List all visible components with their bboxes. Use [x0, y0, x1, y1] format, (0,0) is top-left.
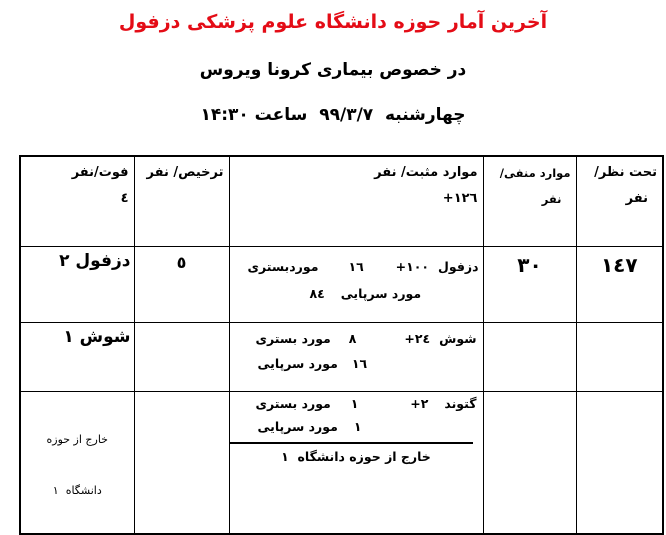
shush-outpatient-count: ١٦ — [351, 355, 368, 371]
shush-hospitalized-line: مورد بستری ٨ +٢٤ شوش — [230, 330, 482, 346]
row-dezful: ١٤٧ ٣٠ موردبستری ١٦ +١٠٠ دزفول ٨٤ مورد س… — [19, 245, 664, 323]
cell-deaths-dezful: دزفول ٢ — [19, 245, 135, 323]
gotvand-new-cases: +٢ گتوند — [410, 396, 476, 411]
header-discharged: ترخیص/ نفر — [133, 155, 230, 247]
cell-positive-dezful: موردبستری ١٦ +١٠٠ دزفول ٨٤ مورد سرپایی — [228, 245, 484, 323]
dezful-outpatient-count: ٨٤ — [309, 285, 325, 301]
row-shush: مورد بستری ٨ +٢٤ شوش مورد سرپایی ١٦ شوش … — [19, 321, 664, 392]
dezful-outpatient-label: مورد سرپایی — [340, 285, 422, 301]
header-positive-line1: موارد مثبت/ نفر — [374, 165, 478, 180]
cell-discharged-gotvand-empty — [133, 390, 230, 534]
deaths-total-count: ٤ — [120, 191, 129, 206]
header-negative-cases: موارد منفی/ نفر — [482, 155, 577, 247]
shush-new-cases-count: +٢٤ — [404, 330, 431, 346]
header-deaths-label: فوت/نفر — [71, 165, 129, 180]
stats-table: تحت نظر/ نفر موارد منفی/ نفر موارد مثبت/… — [19, 155, 664, 535]
cell-negative-dezful: ٣٠ — [482, 245, 577, 323]
header-deaths: فوت/نفر ٤ — [19, 155, 135, 247]
header-under-observation-line2: نفر — [625, 191, 648, 206]
positive-total-count: +١٢٦ — [442, 191, 478, 206]
document-header: آخرین آمار حوزه دانشگاه علوم پزشکی دزفول… — [0, 0, 666, 125]
dezful-new-cases-count: +١٠٠ — [395, 258, 430, 274]
header-negative-line2: نفر — [541, 192, 562, 206]
cell-negative-gotvand-empty — [482, 390, 577, 534]
deaths-outside-line2: دانشگاه ١ — [52, 483, 102, 497]
gotvand-hospitalized-label: مورد بستری — [255, 395, 331, 411]
dezful-hospitalized-line: موردبستری ١٦ +١٠٠ دزفول — [230, 258, 482, 274]
shush-hospitalized-count: ٨ — [348, 330, 357, 346]
header-discharged-label: ترخیص/ نفر — [146, 165, 224, 180]
gotvand-outpatient-count: ١ — [353, 418, 362, 434]
document-date-line: چهارشنبه ۹۹/۳/۷ ساعت ۱۴:۳۰ — [200, 104, 466, 125]
dezful-hospitalized-label: موردبستری — [247, 258, 319, 274]
cell-under-observation-dezful: ١٤٧ — [575, 245, 664, 323]
outside-area-note: خارج از حوزه دانشگاه ١ — [281, 448, 431, 464]
cell-positive-gotvand: مورد بستری ١ +٢ گتوند مورد سرپایی ١ خارج… — [228, 390, 484, 534]
gotvand-city-name: گتوند — [444, 395, 477, 411]
shush-outpatient-label: مورد سرپایی — [257, 355, 338, 371]
cell-deaths-shush: شوش ١ — [19, 321, 135, 392]
shush-new-cases: +٢٤ شوش — [404, 331, 476, 346]
dezful-new-cases: +١٠٠ دزفول — [396, 259, 479, 274]
deaths-outside-line1: خارج از حوزه — [46, 432, 108, 446]
header-under-observation: تحت نظر/ نفر — [575, 155, 664, 247]
header-negative-line1: موارد منفی/ — [499, 166, 571, 180]
document-title: آخرین آمار حوزه دانشگاه علوم پزشکی دزفول — [118, 11, 548, 33]
header-under-observation-line1: تحت نظر/ — [594, 165, 657, 180]
dezful-outpatient-line: ٨٤ مورد سرپایی — [230, 285, 482, 301]
table-header-row: تحت نظر/ نفر موارد منفی/ نفر موارد مثبت/… — [19, 155, 664, 247]
gotvand-hospitalized-count: ١ — [350, 395, 359, 411]
shush-outpatient-line: مورد سرپایی ١٦ — [230, 355, 482, 371]
cell-under-observation-shush-empty — [575, 321, 664, 392]
cell-discharged-dezful: ٥ — [133, 245, 230, 323]
cell-discharged-shush-empty — [133, 321, 230, 392]
dezful-city-name: دزفول — [438, 258, 479, 274]
gotvand-outpatient-label: مورد سرپایی — [257, 418, 338, 434]
cell-deaths-outside-area: خارج از حوزه دانشگاه ١ — [19, 390, 135, 534]
shush-hospitalized-label: مورد بستری — [255, 330, 331, 346]
header-positive-cases: موارد مثبت/ نفر +١٢٦ — [228, 155, 484, 247]
dezful-hospitalized-count: ١٦ — [348, 258, 364, 274]
gotvand-hospitalized-line: مورد بستری ١ +٢ گتوند — [230, 395, 482, 411]
shush-city-name: شوش — [439, 330, 477, 346]
row-gotvand: مورد بستری ١ +٢ گتوند مورد سرپایی ١ خارج… — [19, 390, 664, 534]
gotvand-new-cases-count: +٢ — [410, 395, 429, 411]
cell-under-observation-gotvand-empty — [575, 390, 664, 534]
cell-negative-shush-empty — [482, 321, 577, 392]
document-subtitle: در خصوص بیماری کرونا ویروس — [199, 59, 467, 80]
gotvand-outpatient-line: مورد سرپایی ١ — [230, 418, 482, 434]
cell-positive-shush: مورد بستری ٨ +٢٤ شوش مورد سرپایی ١٦ — [228, 321, 484, 392]
separator-line — [230, 441, 473, 444]
